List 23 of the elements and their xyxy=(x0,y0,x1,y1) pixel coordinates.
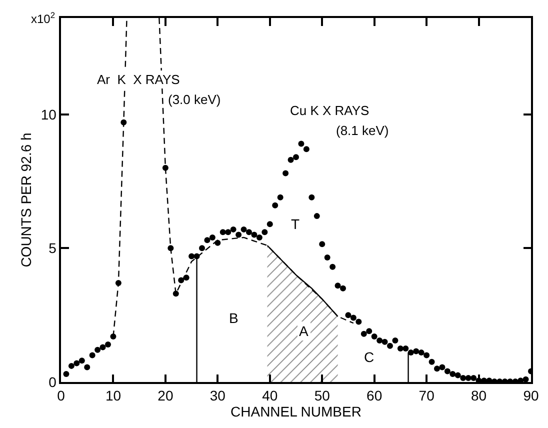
x-tick-label: 30 xyxy=(210,388,226,404)
annotation: T xyxy=(291,216,300,232)
x-tick-label: 90 xyxy=(523,388,539,404)
x-tick-label: 80 xyxy=(470,388,487,404)
annotation: Cu K X RAYS xyxy=(290,103,370,118)
x-tick-label: 10 xyxy=(105,388,122,404)
y-tick-label: 5 xyxy=(48,240,57,256)
annotation: A xyxy=(299,323,309,339)
annotation: (8.1 keV) xyxy=(336,123,389,138)
x-tick-label: 50 xyxy=(314,388,330,404)
annotation: C xyxy=(364,349,374,365)
annotation: B xyxy=(229,310,238,326)
x-tick-label: 60 xyxy=(366,388,382,404)
y-tick-label: 0 xyxy=(48,374,57,390)
y-tick-label: 10 xyxy=(40,106,57,122)
annotation: Ar K X RAYS xyxy=(97,72,180,87)
x-tick-label: 70 xyxy=(418,388,435,404)
text: x10$^{2}$ xyxy=(31,10,56,26)
x-tick-label: 20 xyxy=(158,388,174,404)
x-axis-title: CHANNEL NUMBER xyxy=(230,404,362,420)
x-tick-label: 40 xyxy=(262,388,278,404)
y-axis-title: COUNTS PER 92.6 h xyxy=(18,132,34,268)
annotation: (3.0 keV) xyxy=(168,92,221,107)
